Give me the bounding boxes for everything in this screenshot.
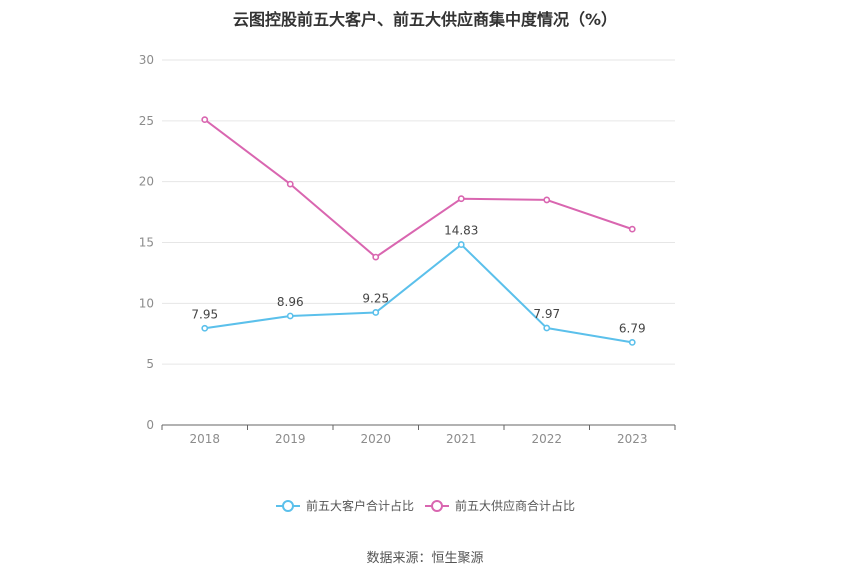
data-point — [543, 196, 551, 204]
x-tick-label: 2022 — [531, 432, 562, 446]
data-point — [628, 225, 636, 233]
chart-title: 云图控股前五大客户、前五大供应商集中度情况（%） — [232, 10, 618, 29]
data-label: 7.97 — [533, 307, 560, 321]
data-point — [628, 338, 636, 346]
data-point — [201, 324, 209, 332]
gridlines — [162, 59, 675, 365]
y-tick-label: 20 — [139, 175, 154, 189]
source-note: 数据来源：恒生聚源 — [366, 551, 484, 566]
data-point — [201, 116, 209, 124]
data-label: 7.95 — [191, 307, 218, 321]
x-tick-label: 2021 — [446, 432, 477, 446]
data-point — [372, 309, 380, 316]
y-axis-ticks: 0 5 10 15 20 25 30 — [139, 53, 154, 432]
data-point — [457, 241, 465, 248]
data-labels: 7.95 8.96 9.25 14.83 7.97 6.79 — [191, 224, 645, 336]
data-label: 6.79 — [619, 321, 646, 335]
y-tick-label: 15 — [139, 236, 154, 250]
x-tick-label: 2020 — [360, 432, 391, 446]
legend-label: 前五大客户合计占比 — [306, 498, 414, 513]
y-tick-label: 25 — [139, 114, 154, 128]
legend: 前五大客户合计占比 前五大供应商合计占比 — [276, 498, 575, 513]
x-axis: 2018 2019 2020 2021 2022 2023 — [161, 424, 676, 446]
legend-label: 前五大供应商合计占比 — [455, 498, 575, 513]
legend-swatch-marker — [282, 500, 294, 512]
data-label: 8.96 — [277, 295, 304, 309]
x-tick-label: 2018 — [189, 432, 220, 446]
data-label: 9.25 — [362, 291, 389, 305]
legend-swatch-marker — [431, 500, 443, 512]
legend-item-2: 前五大供应商合计占比 — [425, 498, 575, 513]
series-line-2 — [204, 118, 633, 259]
data-point — [286, 180, 294, 188]
y-tick-label: 0 — [146, 418, 154, 432]
series-line-1 — [204, 243, 633, 344]
data-point — [286, 312, 294, 320]
legend-item-1: 前五大客户合计占比 — [276, 498, 414, 513]
y-tick-label: 5 — [146, 357, 154, 371]
y-tick-label: 30 — [139, 53, 154, 67]
data-point — [543, 324, 551, 332]
x-tick-label: 2023 — [617, 432, 648, 446]
data-point — [457, 195, 465, 203]
y-tick-label: 10 — [139, 296, 154, 310]
data-label: 14.83 — [444, 224, 478, 238]
data-point — [372, 253, 380, 261]
series-layer — [201, 116, 636, 346]
x-tick-label: 2019 — [275, 432, 306, 446]
